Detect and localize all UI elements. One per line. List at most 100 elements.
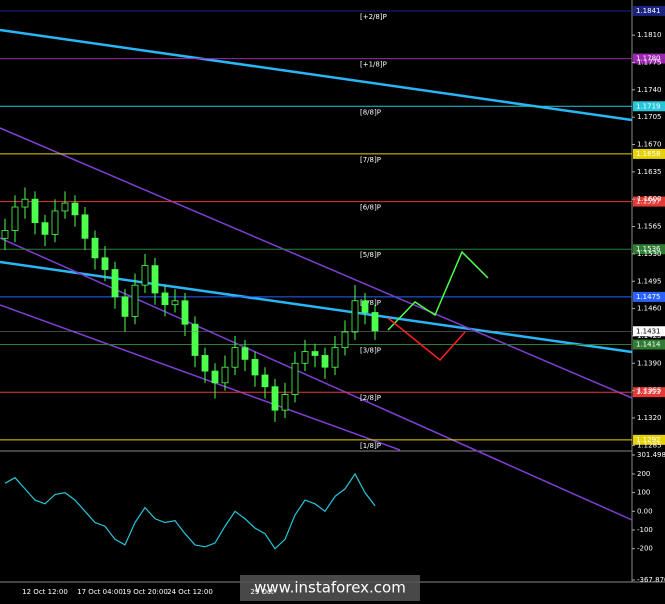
candle-body [221, 366, 229, 384]
candle-body [251, 358, 259, 376]
arrow-down [387, 317, 466, 362]
level-price: 1.1414 [636, 341, 661, 349]
candle-body [141, 265, 149, 286]
indicator-tick-label: 200 [637, 470, 650, 478]
channel-line [0, 304, 401, 451]
candle-body [1, 230, 9, 239]
candle-body [31, 198, 39, 224]
candle-body [101, 257, 109, 270]
level-name: [7/8]P [360, 156, 381, 164]
candle-body [271, 386, 279, 411]
candle-body [321, 355, 329, 368]
indicator-tick-label: -100 [637, 526, 653, 534]
y-tick-label: 1.1285 [637, 441, 662, 449]
candle-body [261, 374, 269, 388]
level-price-box [633, 291, 665, 302]
level-name: [+1/8]P [360, 61, 387, 69]
level-price: 1.1475 [636, 293, 661, 301]
x-tick-label: 17 Oct 04:00 [77, 588, 123, 596]
y-tick-label: 1.1530 [637, 250, 662, 258]
candle-body [61, 202, 69, 212]
level-price-box [633, 101, 665, 112]
level-name: [5/8]P [360, 251, 381, 259]
level-price: 1.1719 [636, 102, 661, 110]
level-name: [8/8]P [360, 108, 381, 116]
candle-body [311, 351, 319, 356]
candle-body [81, 214, 89, 239]
candle-body [241, 347, 249, 360]
level-price-box [633, 196, 665, 207]
candle-body [11, 206, 19, 231]
candle-body [41, 222, 49, 235]
candle-body [51, 210, 59, 235]
x-tick-label: 19 Oct 20:00 [122, 588, 168, 596]
forecast-arrows [387, 250, 489, 362]
y-tick-label: 1.1670 [637, 141, 662, 149]
level-price-box [633, 148, 665, 159]
candle-body [121, 296, 129, 317]
channel-line [0, 237, 633, 521]
arrow-up [387, 250, 489, 331]
indicator-tick-label: -367.870 [637, 576, 665, 584]
channel-line [0, 127, 633, 399]
level-price: 1.1658 [636, 150, 661, 158]
level-price: 1.1780 [636, 55, 661, 63]
current-price: 1.1431 [636, 327, 661, 335]
watermark-box [240, 575, 420, 601]
level-name: [3/8]P [360, 347, 381, 355]
level-price: 1.1292 [636, 436, 661, 444]
candle-body [371, 312, 379, 332]
indicator-tick-label: 100 [637, 489, 650, 497]
level-name: [4/8]P [360, 299, 381, 307]
level-name: [1/8]P [360, 442, 381, 450]
level-price-box [633, 339, 665, 350]
indicator-tick-label: 0.00 [637, 507, 653, 515]
level-price: 1.1597 [636, 198, 661, 206]
candle-body [91, 237, 99, 259]
x-tick-label: 12 Oct 12:00 [22, 588, 68, 596]
candle-body [71, 202, 79, 216]
candle-body [351, 300, 359, 333]
y-tick-label: 1.1495 [637, 277, 662, 285]
candle-body [301, 351, 309, 364]
candle-body [361, 300, 369, 313]
candle-body [151, 265, 159, 294]
y-tick-label: 1.1355 [637, 387, 662, 395]
candle-body [231, 347, 239, 368]
y-tick-label: 1.1390 [637, 359, 662, 367]
candle-body [211, 370, 219, 384]
candle-body [131, 284, 139, 317]
level-price: 1.1841 [636, 7, 661, 15]
y-tick-label: 1.1565 [637, 223, 662, 231]
y-tick-label: 1.1810 [637, 31, 662, 39]
y-tick-label: 1.1705 [637, 113, 662, 121]
candle-body [191, 323, 199, 356]
x-tick-label: 24 Oct 12:00 [167, 588, 213, 596]
y-tick-label: 1.1775 [637, 59, 662, 67]
candle-body [281, 394, 289, 411]
candle-body [341, 331, 349, 349]
candle-body [21, 198, 29, 208]
y-tick-label: 1.1460 [637, 305, 662, 313]
indicator-line [4, 472, 376, 550]
trend-line [0, 28, 633, 122]
level-name: [2/8]P [360, 394, 381, 402]
candle-body [111, 269, 119, 298]
candles [1, 187, 379, 422]
level-price: 1.1536 [636, 245, 661, 253]
indicator-tick-label: -200 [637, 545, 653, 553]
watermark: www.instaforex.com [254, 579, 406, 597]
level-name: [6/8]P [360, 204, 381, 212]
x-tick-label: 29 Oct [250, 588, 273, 596]
y-tick-label: 1.1740 [637, 86, 662, 94]
candle-body [161, 292, 169, 306]
current-price-box [633, 326, 665, 337]
level-price-box [633, 434, 665, 445]
level-price-box [633, 53, 665, 64]
level-name: [+2/8]P [360, 13, 387, 21]
y-tick-label: 1.1320 [637, 414, 662, 422]
levels: [+2/8]P 1.1841 [+1/8]P 1.1780 [8/8]P 1.1719 [7… [0, 5, 665, 450]
level-price-box [633, 387, 665, 398]
